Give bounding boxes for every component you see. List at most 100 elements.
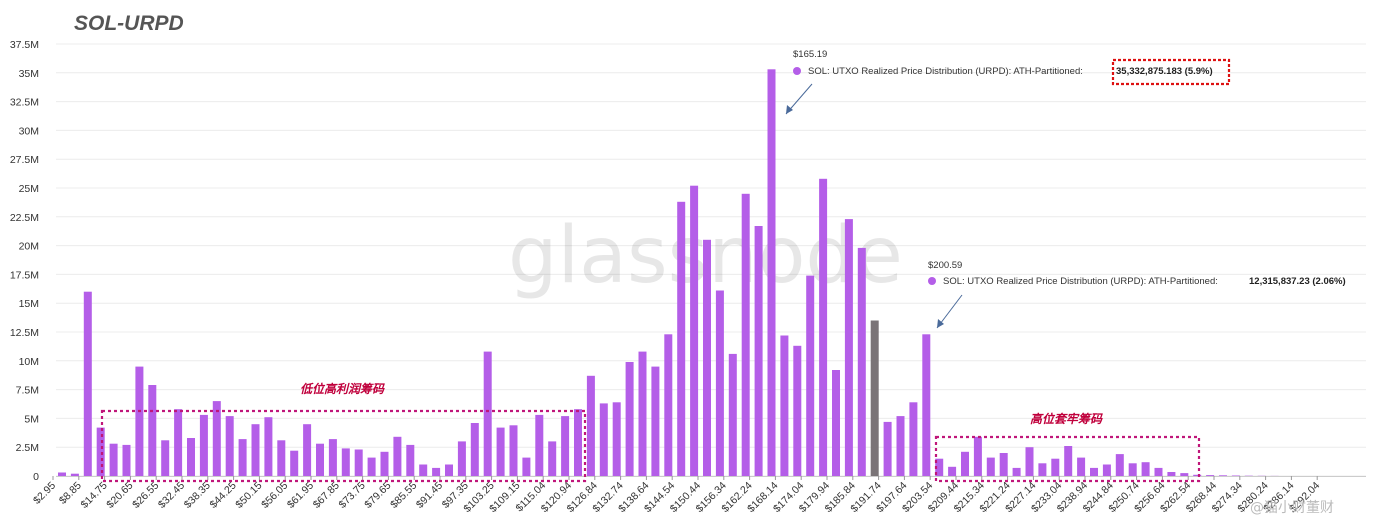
bar bbox=[1102, 464, 1111, 476]
y-tick-label: 15M bbox=[19, 298, 39, 310]
bar bbox=[187, 438, 195, 476]
bar bbox=[844, 219, 853, 476]
bar bbox=[109, 443, 118, 476]
tooltip-peak-highlight-box bbox=[1111, 58, 1231, 86]
bar bbox=[432, 467, 441, 476]
bar bbox=[174, 409, 183, 476]
y-tick-label: 20M bbox=[19, 241, 39, 253]
bar bbox=[1219, 475, 1227, 476]
bar bbox=[1244, 475, 1253, 477]
corner-logo: @猫小财董财 bbox=[1250, 500, 1334, 516]
bar bbox=[690, 185, 699, 476]
tooltip-peak: $165.19 SOL: UTXO Realized Price Distrib… bbox=[785, 49, 1231, 115]
bar bbox=[522, 457, 531, 476]
x-tick-label: $20.65 bbox=[104, 480, 135, 511]
bar bbox=[599, 403, 608, 476]
bar bbox=[328, 439, 337, 476]
bar bbox=[986, 457, 995, 476]
bar bbox=[290, 450, 299, 476]
bar bbox=[948, 466, 957, 476]
bar bbox=[857, 247, 866, 476]
bar bbox=[909, 402, 918, 476]
y-tick-label: 32.5M bbox=[10, 97, 39, 109]
y-tick-label: 35M bbox=[19, 68, 39, 80]
bar bbox=[935, 458, 944, 476]
bar bbox=[870, 320, 879, 476]
bar bbox=[819, 178, 828, 477]
bar bbox=[625, 362, 634, 476]
bar bbox=[1012, 467, 1021, 476]
y-tick-label: 37.5M bbox=[10, 39, 39, 51]
bar bbox=[161, 440, 170, 476]
x-tick-label: $56.05 bbox=[259, 480, 290, 511]
tooltip-ath-label: SOL: UTXO Realized Price Distribution (U… bbox=[943, 276, 1218, 287]
bar bbox=[1077, 457, 1086, 476]
bar bbox=[419, 464, 428, 476]
x-tick-label: $38.35 bbox=[182, 480, 213, 511]
low-zone-box bbox=[100, 409, 587, 483]
x-tick-label: $73.75 bbox=[337, 480, 368, 511]
bar bbox=[58, 472, 66, 476]
tooltip-peak-arrowhead bbox=[786, 105, 793, 114]
bar bbox=[341, 448, 350, 476]
bar bbox=[251, 424, 260, 476]
bar bbox=[354, 449, 363, 476]
y-tick-label: 22.5M bbox=[10, 212, 39, 224]
bar bbox=[496, 427, 505, 476]
bar bbox=[793, 345, 802, 476]
bar bbox=[780, 335, 789, 476]
x-tick-label: $50.15 bbox=[233, 480, 264, 511]
bar bbox=[1038, 463, 1047, 476]
bar bbox=[561, 416, 570, 476]
bar bbox=[703, 239, 711, 476]
x-tick-label: $2.95 bbox=[31, 480, 58, 507]
bar bbox=[922, 334, 931, 476]
bar bbox=[148, 385, 157, 476]
chart-title: SOL-URPD bbox=[74, 12, 184, 35]
bar bbox=[1231, 475, 1240, 476]
bar bbox=[574, 409, 582, 476]
bar bbox=[457, 441, 466, 476]
bar bbox=[1193, 474, 1202, 476]
bar bbox=[548, 441, 557, 476]
bar bbox=[225, 416, 234, 476]
bar bbox=[1206, 475, 1215, 476]
bar bbox=[1141, 462, 1150, 476]
bar bbox=[677, 201, 686, 477]
bar bbox=[96, 427, 105, 476]
bar bbox=[367, 457, 376, 476]
bar bbox=[509, 425, 518, 476]
x-tick-label: $79.65 bbox=[362, 480, 393, 511]
bar bbox=[1167, 472, 1176, 476]
tooltip-ath-value: 12,315,837.23 (2.06%) bbox=[1249, 276, 1346, 287]
bar bbox=[896, 416, 905, 476]
x-tick-label: $91.45 bbox=[414, 480, 445, 511]
bar bbox=[728, 353, 737, 476]
y-tick-label: 30M bbox=[19, 125, 39, 137]
bar bbox=[586, 375, 595, 476]
bar bbox=[767, 69, 776, 477]
bar bbox=[741, 193, 750, 477]
tooltip-ath: $200.59 SOL: UTXO Realized Price Distrib… bbox=[928, 260, 1346, 329]
bar bbox=[832, 370, 840, 476]
bar bbox=[638, 351, 647, 476]
tooltip-ath-dot bbox=[928, 277, 936, 285]
bar bbox=[238, 439, 247, 476]
bar bbox=[393, 436, 402, 476]
bar bbox=[973, 436, 982, 476]
bar bbox=[470, 423, 479, 476]
bar bbox=[135, 366, 144, 476]
bar bbox=[651, 366, 660, 476]
bar bbox=[806, 275, 815, 476]
bar bbox=[754, 226, 763, 476]
bar bbox=[406, 444, 415, 476]
x-tick-label: $85.55 bbox=[388, 480, 419, 511]
bar bbox=[445, 464, 453, 476]
bar bbox=[664, 334, 673, 476]
high-zone-box bbox=[934, 435, 1201, 483]
x-tick-label: $67.85 bbox=[311, 480, 342, 511]
bar bbox=[535, 414, 544, 476]
y-tick-label: 27.5M bbox=[10, 154, 39, 166]
y-tick-label: 2.5M bbox=[16, 442, 39, 454]
